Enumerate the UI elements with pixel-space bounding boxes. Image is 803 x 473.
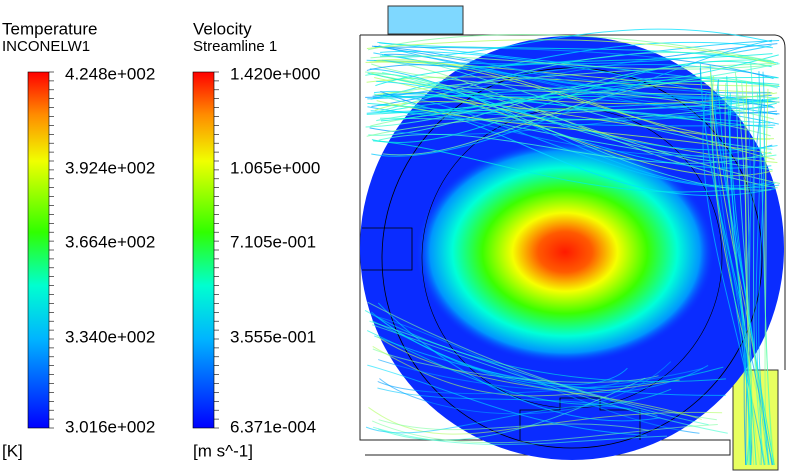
tick-label: 3.340e+002: [65, 327, 155, 346]
streamline: [745, 98, 751, 466]
streamline: [382, 71, 777, 159]
streamlines: [364, 28, 781, 466]
streamline: [710, 71, 767, 466]
tick-label: 1.420e+000: [230, 64, 320, 83]
streamline: [702, 92, 765, 466]
streamline: [711, 75, 774, 466]
streamline: [364, 309, 727, 383]
tick-label: 1.065e+000: [230, 158, 320, 177]
streamline: [378, 359, 623, 391]
streamline: [381, 39, 780, 68]
streamline: [377, 302, 661, 422]
legend-title: Temperature: [2, 19, 97, 38]
streamline: [756, 91, 774, 466]
streamline: [367, 72, 774, 129]
streamline: [375, 53, 773, 87]
streamline: [372, 426, 668, 445]
streamline: [377, 41, 780, 87]
streamline: [377, 367, 704, 395]
streamline: [365, 73, 772, 191]
streamline: [369, 320, 709, 426]
streamline: [370, 55, 772, 70]
legend: Temperature INCONELW1 [K] 4.248e+002 3.92…: [2, 19, 155, 460]
streamline: [373, 140, 776, 193]
tick-label: 3.555e-001: [230, 327, 316, 346]
streamline: [717, 81, 757, 466]
streamline: [758, 88, 769, 466]
streamline: [729, 92, 751, 466]
streamline: [367, 301, 717, 421]
streamline: [380, 90, 773, 156]
streamline: [374, 46, 774, 79]
tick-label: 7.105e-001: [230, 232, 316, 251]
streamline: [371, 420, 718, 444]
streamline: [709, 94, 752, 466]
streamline: [376, 336, 702, 420]
tick-label: 3.664e+002: [65, 232, 155, 251]
legend-title: Velocity: [193, 19, 252, 38]
streamline: [367, 364, 647, 436]
streamline: [366, 39, 777, 65]
tick-label: 4.248e+002: [65, 64, 155, 83]
streamline: [380, 98, 778, 121]
streamline: [378, 419, 649, 431]
legend: Velocity Streamline 1 [m s^-1] 1.420e+00…: [192, 19, 320, 460]
legend-unit: [K]: [2, 441, 23, 460]
streamline: [376, 100, 772, 155]
streamline: [366, 76, 773, 94]
streamline: [367, 34, 775, 63]
streamline: [383, 75, 778, 99]
streamline: [376, 59, 775, 160]
tick-label: 3.924e+002: [65, 158, 155, 177]
streamline: [734, 71, 755, 466]
legend-subtitle: INCONELW1: [2, 38, 90, 55]
streamline: [371, 60, 772, 144]
streamline: [366, 330, 672, 405]
legend-unit: [m s^-1]: [193, 441, 253, 460]
streamline: [379, 361, 672, 415]
color-bar: [192, 71, 215, 429]
streamline: [374, 335, 726, 396]
streamline: [372, 89, 772, 107]
streamline: [365, 405, 658, 434]
streamline: [376, 80, 778, 151]
streamline: [382, 80, 774, 156]
legend-subtitle: Streamline 1: [193, 38, 277, 55]
streamline: [750, 63, 766, 466]
tick-label: 3.016e+002: [65, 417, 155, 436]
streamline: [375, 315, 700, 434]
streamline: [366, 64, 777, 114]
color-bar: [27, 71, 50, 429]
tick-label: 6.371e-004: [230, 417, 316, 436]
streamline: [745, 81, 761, 466]
streamline: [374, 45, 772, 99]
streamline: [758, 71, 774, 466]
streamline: [380, 80, 780, 122]
